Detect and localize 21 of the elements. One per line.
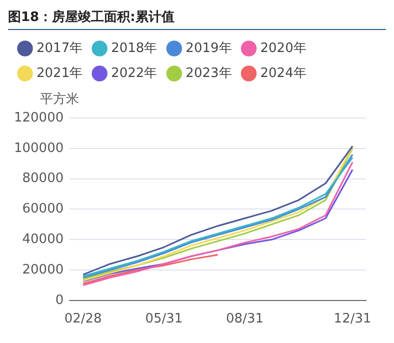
legend-label: 2017年 (36, 40, 83, 56)
x-tick-label: 05/31 (145, 312, 183, 327)
y-tick-label: 40000 (22, 232, 64, 247)
legend-label: 2023年 (186, 66, 232, 81)
chart-title: 图18：房屋竣工面积:累计值 (8, 8, 386, 30)
y-tick-label: 20000 (22, 262, 64, 278)
legend-label: 2024年 (260, 66, 306, 81)
y-tick-label: 0 (55, 292, 64, 308)
x-tick-label: 02/28 (64, 312, 102, 327)
x-tick-label: 12/31 (334, 312, 372, 327)
y-tick-label: 60000 (22, 202, 64, 217)
legend-label: 2020年 (260, 40, 306, 56)
y-tick-label: 100000 (14, 140, 64, 156)
legend-label: 2019年 (186, 40, 232, 56)
y-tick-label: 80000 (22, 171, 64, 186)
legend-label: 2018年 (111, 40, 158, 56)
x-tick-label: 08/31 (226, 312, 264, 327)
legend-label: 2021年 (36, 66, 83, 81)
legend-label: 2022年 (111, 66, 158, 81)
y-tick-label: 120000 (14, 110, 64, 126)
y-axis-title: 平方米 (40, 90, 80, 107)
